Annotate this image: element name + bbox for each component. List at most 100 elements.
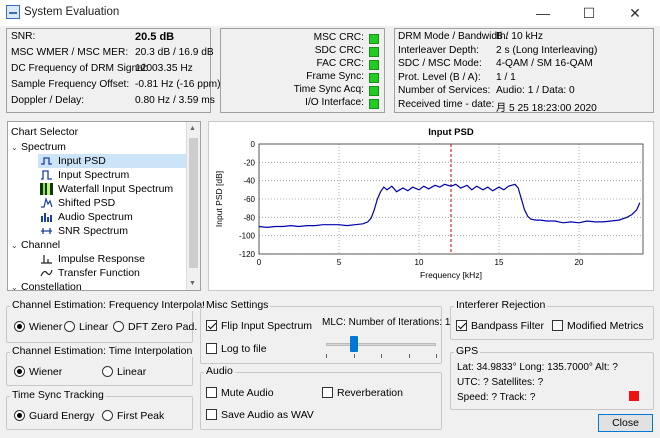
tree-item-snr-spectrum[interactable]: SNR Spectrum xyxy=(38,224,188,238)
interferer-title: Interferer Rejection xyxy=(454,299,548,311)
radio-dot xyxy=(113,321,124,332)
x-tick-label: 10 xyxy=(415,258,424,267)
info-label: SDC / MSC Mode: xyxy=(398,58,482,69)
tree-item-shifted-psd[interactable]: Shifted PSD xyxy=(38,196,188,210)
time-interp-title: Channel Estimation: Time Interpolation xyxy=(10,345,195,357)
checkbox-label: Mute Audio xyxy=(221,387,274,399)
tree-item-label: Input PSD xyxy=(58,155,106,167)
gps-position: Lat: 34.9833° Long: 135.7000° Alt: ? xyxy=(457,362,618,373)
freq-linear-radio[interactable]: Linear xyxy=(64,321,108,333)
transfer-icon xyxy=(40,267,53,279)
x-tick-label: 15 xyxy=(495,258,504,267)
tree-item-input-psd[interactable]: Input PSD xyxy=(38,154,188,168)
shifted-psd-icon xyxy=(40,197,53,209)
chart-selector-tree[interactable]: Chart Selector ⌄ Spectrum Input PSD Input S… xyxy=(7,121,201,291)
gps-speed: Speed: ? Track: ? xyxy=(457,392,536,403)
chart-title: Input PSD xyxy=(428,127,474,138)
freq-wiener-radio[interactable]: Wiener xyxy=(14,321,62,333)
info-value: Audio: 1 / Data: 0 xyxy=(496,85,575,96)
checkbox-label: Save Audio as WAV xyxy=(221,409,314,421)
guard-energy-radio[interactable]: Guard Energy xyxy=(14,410,94,422)
modified-metrics-checkbox[interactable]: Modified Metrics xyxy=(552,320,643,332)
tree-group-channel[interactable]: ⌄ Channel xyxy=(11,239,61,251)
tree-item-label: SNR Spectrum xyxy=(58,225,129,237)
mlc-slider-thumb[interactable] xyxy=(349,336,358,352)
waterfall-icon xyxy=(40,183,53,195)
status-label: SDC CRC: xyxy=(314,45,364,56)
info-value: 0.80 Hz / 3.59 ms xyxy=(135,95,215,106)
checkbox-box xyxy=(456,320,467,331)
audio-title: Audio xyxy=(204,365,235,377)
radio-label: Wiener xyxy=(29,366,63,378)
gps-utc: UTC: ? Satellites: ? xyxy=(457,377,544,388)
app-icon xyxy=(6,5,20,19)
checkbox-box xyxy=(206,387,217,398)
info-value: 20.5 dB xyxy=(135,31,175,43)
psd-icon xyxy=(40,155,53,167)
tree-item-transfer-function[interactable]: Transfer Function xyxy=(38,266,188,280)
tree-group-constellation[interactable]: ⌄ Constellation xyxy=(11,281,82,291)
freq-dft-radio[interactable]: DFT Zero Pad. xyxy=(113,321,197,333)
window-title: System Evaluation xyxy=(24,6,120,18)
tree-item-waterfall-input-spectrum[interactable]: Waterfall Input Spectrum xyxy=(38,182,188,196)
flip-input-checkbox[interactable]: Flip Input Spectrum xyxy=(206,320,312,332)
tree-item-audio-spectrum[interactable]: Audio Spectrum xyxy=(38,210,188,224)
tree-scrollbar[interactable]: ▲ ▼ xyxy=(186,122,200,290)
radio-dot xyxy=(14,410,25,421)
info-value: 2 s (Long Interleaving) xyxy=(496,44,598,56)
y-tick-label: -40 xyxy=(243,177,255,186)
gps-title: GPS xyxy=(454,345,481,357)
tree-item-impulse-response[interactable]: Impulse Response xyxy=(38,252,188,266)
signal-info-panel xyxy=(6,28,211,113)
mute-audio-checkbox[interactable]: Mute Audio xyxy=(206,387,274,399)
slider-tick xyxy=(408,354,410,358)
tree-group-spectrum[interactable]: ⌄ Spectrum xyxy=(11,141,66,153)
y-tick-label: -80 xyxy=(243,213,255,222)
info-value: 4-QAM / SM 16-QAM xyxy=(496,58,593,69)
info-value: 月 5 25 18:23:00 2020 xyxy=(496,102,597,114)
checkbox-box xyxy=(206,343,217,354)
minimize-button[interactable]: — xyxy=(536,5,550,21)
status-led-icon xyxy=(369,34,379,44)
time-linear-radio[interactable]: Linear xyxy=(102,366,146,378)
freq-interp-title: Channel Estimation: Frequency Interpolat… xyxy=(10,299,222,311)
maximize-button[interactable]: ☐ xyxy=(582,5,596,21)
info-label: DC Frequency of DRM Signal: xyxy=(11,63,149,74)
status-label: MSC CRC: xyxy=(313,32,364,43)
info-value: 20.3 dB / 16.9 dB xyxy=(135,47,214,58)
slider-tick xyxy=(381,354,382,358)
status-led-icon xyxy=(369,86,379,96)
interferer-group xyxy=(450,306,654,340)
status-label: FAC CRC: xyxy=(316,58,364,69)
y-tick-label: -20 xyxy=(243,158,255,167)
checkbox-box xyxy=(552,320,563,331)
misc-settings-title: Misc Settings xyxy=(204,299,271,311)
save-audio-checkbox[interactable]: Save Audio as WAV xyxy=(206,409,314,421)
info-value: B / 10 kHz xyxy=(496,31,543,42)
tree-item-label: Transfer Function xyxy=(58,267,140,279)
mlc-label: MLC: Number of Iterations: 1 xyxy=(322,317,451,328)
tree-item-input-spectrum[interactable]: Input Spectrum xyxy=(38,168,188,182)
bandpass-filter-checkbox[interactable]: Bandpass Filter xyxy=(456,320,544,332)
tree-item-label: Input Spectrum xyxy=(58,169,130,181)
checkbox-box xyxy=(322,387,333,398)
info-label: MSC WMER / MSC MER: xyxy=(11,47,129,58)
close-window-button[interactable]: ✕ xyxy=(629,5,641,21)
first-peak-radio[interactable]: First Peak xyxy=(102,410,164,422)
slider-tick xyxy=(353,354,355,358)
time-wiener-radio[interactable]: Wiener xyxy=(14,366,62,378)
misc-settings-group xyxy=(200,306,442,364)
psd-series-line xyxy=(258,183,641,229)
close-button[interactable]: Close xyxy=(598,414,653,432)
title-bar xyxy=(0,0,660,26)
status-label: Time Sync Acq: xyxy=(293,84,364,95)
mlc-slider-track[interactable] xyxy=(326,343,436,346)
reverberation-checkbox[interactable]: Reverberation xyxy=(322,387,403,399)
checkbox-label: Log to file xyxy=(221,343,267,355)
info-label: Interleaver Depth: xyxy=(398,44,479,56)
log-to-file-checkbox[interactable]: Log to file xyxy=(206,343,267,355)
checkbox-label: Bandpass Filter xyxy=(471,320,544,332)
audio-spectrum-icon xyxy=(40,211,53,223)
radio-label: DFT Zero Pad. xyxy=(128,321,198,333)
snr-spectrum-icon xyxy=(40,225,53,237)
